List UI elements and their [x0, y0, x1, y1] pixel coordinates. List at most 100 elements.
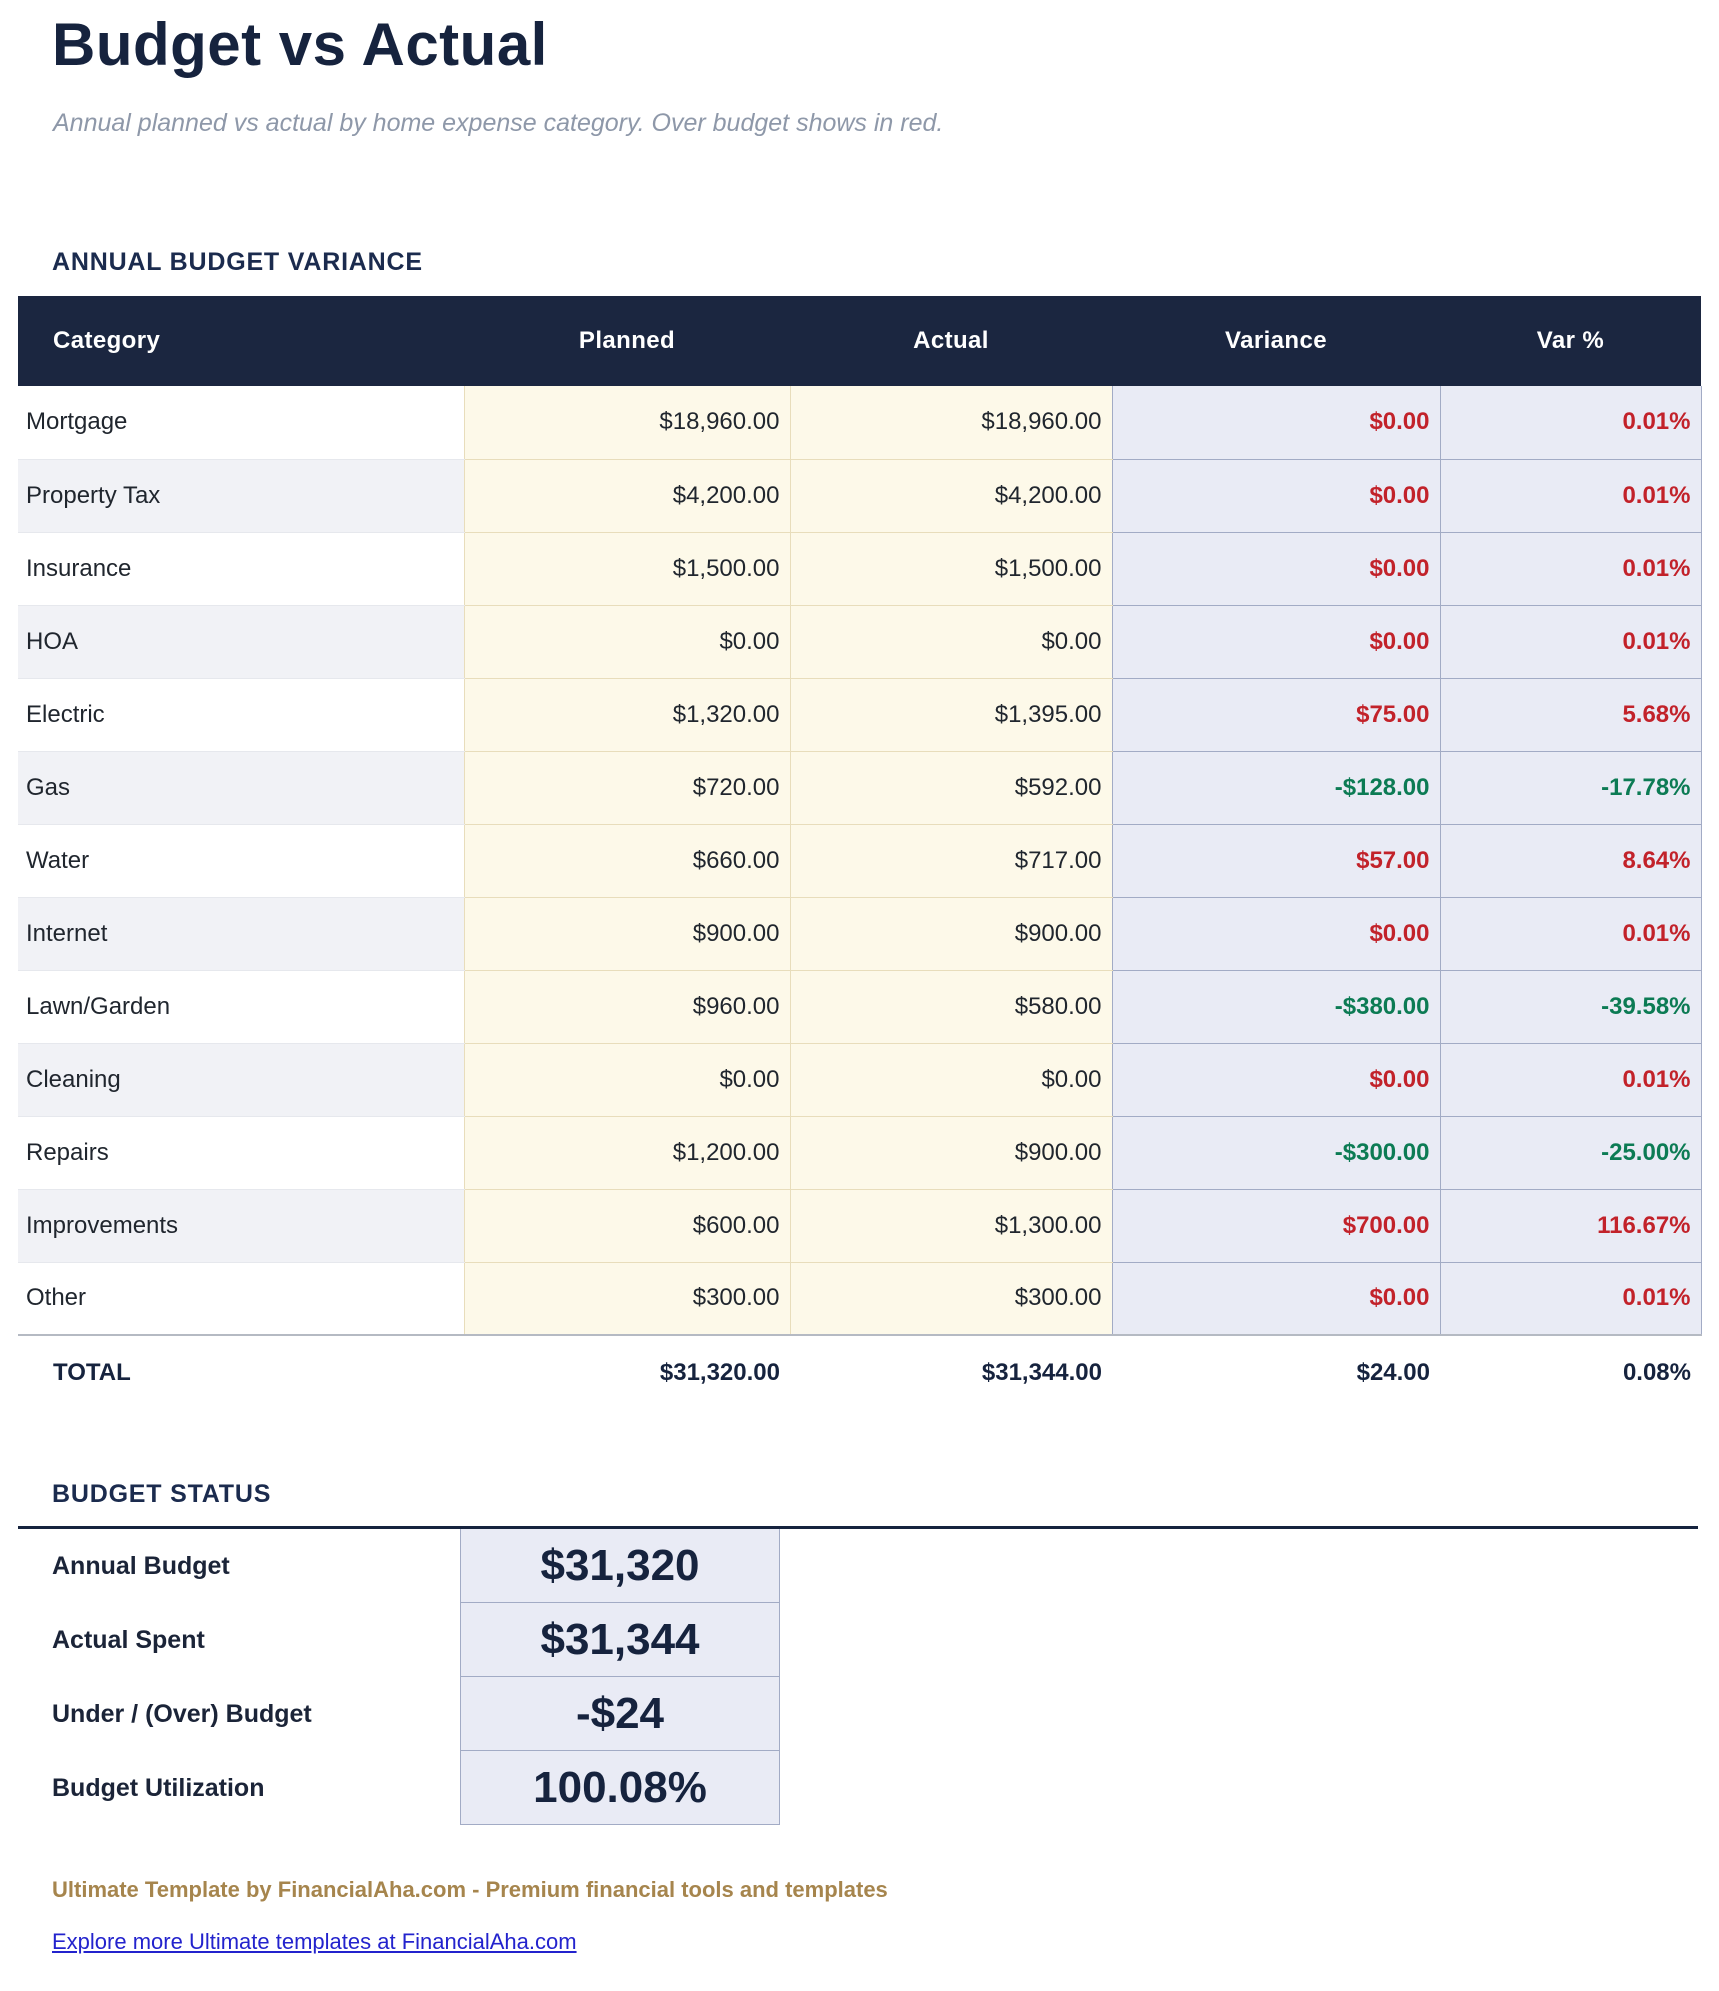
- status-row-budget-utilization: Budget Utilization 100.08%: [18, 1750, 1698, 1825]
- variance-cell: $0.00: [1111, 459, 1440, 533]
- status-row-actual-spent: Actual Spent $31,344: [18, 1602, 1698, 1677]
- status-row-spacer: [780, 1603, 1698, 1677]
- actual-cell: $4,200.00: [789, 459, 1112, 533]
- variance-cell: $0.00: [1111, 386, 1440, 460]
- planned-cell: $0.00: [463, 605, 790, 679]
- variance-table-body: Mortgage $18,960.00 $18,960.00 $0.00 0.0…: [18, 386, 1702, 1336]
- variance-cell: $0.00: [1111, 897, 1440, 971]
- variance-cell: -$128.00: [1111, 751, 1440, 825]
- planned-cell: $1,500.00: [463, 532, 790, 606]
- status-label: Actual Spent: [52, 1625, 205, 1654]
- column-header-variance: Variance: [1112, 296, 1440, 386]
- planned-cell: $300.00: [463, 1262, 790, 1336]
- actual-cell: $1,500.00: [789, 532, 1112, 606]
- category-cell: Insurance: [18, 532, 464, 606]
- table-row: Other $300.00 $300.00 $0.00 0.01%: [18, 1262, 1702, 1336]
- actual-cell: $717.00: [789, 824, 1112, 898]
- column-header-var-pct: Var %: [1440, 296, 1701, 386]
- actual-cell: $0.00: [789, 1043, 1112, 1117]
- actual-cell: $0.00: [789, 605, 1112, 679]
- planned-cell: $720.00: [463, 751, 790, 825]
- var-pct-cell: 0.01%: [1439, 1262, 1702, 1336]
- status-label: Annual Budget: [52, 1551, 230, 1580]
- var-pct-cell: 8.64%: [1439, 824, 1702, 898]
- category-cell: Mortgage: [18, 386, 464, 460]
- planned-cell: $660.00: [463, 824, 790, 898]
- column-header-category: Category: [18, 296, 464, 386]
- variance-cell: $57.00: [1111, 824, 1440, 898]
- var-pct-cell: -39.58%: [1439, 970, 1702, 1044]
- category-cell: HOA: [18, 605, 464, 679]
- status-value: $31,320: [460, 1529, 780, 1603]
- category-cell: Lawn/Garden: [18, 970, 464, 1044]
- category-cell: Other: [18, 1262, 464, 1336]
- table-row: Insurance $1,500.00 $1,500.00 $0.00 0.01…: [18, 532, 1702, 606]
- table-row: Gas $720.00 $592.00 -$128.00 -17.78%: [18, 751, 1702, 825]
- table-row: Cleaning $0.00 $0.00 $0.00 0.01%: [18, 1043, 1702, 1117]
- variance-cell: $0.00: [1111, 605, 1440, 679]
- status-label: Budget Utilization: [52, 1773, 265, 1802]
- variance-header-row: Category Planned Actual Variance Var %: [18, 296, 1701, 386]
- category-cell: Gas: [18, 751, 464, 825]
- footer-tagline: Ultimate Template by FinancialAha.com - …: [52, 1877, 888, 1902]
- variance-table: Category Planned Actual Variance Var % M…: [18, 296, 1702, 1410]
- page-subtitle: Annual planned vs actual by home expense…: [53, 109, 944, 137]
- planned-cell: $1,320.00: [463, 678, 790, 752]
- category-cell: Repairs: [18, 1116, 464, 1190]
- actual-cell: $1,300.00: [789, 1189, 1112, 1263]
- variance-cell: $0.00: [1111, 1262, 1440, 1336]
- status-section-heading: BUDGET STATUS: [52, 1480, 272, 1508]
- var-pct-cell: 0.01%: [1439, 386, 1702, 460]
- planned-cell: $1,200.00: [463, 1116, 790, 1190]
- category-cell: Internet: [18, 897, 464, 971]
- actual-cell: $900.00: [789, 1116, 1112, 1190]
- planned-cell: $18,960.00: [463, 386, 790, 460]
- var-pct-cell: 116.67%: [1439, 1189, 1702, 1263]
- category-cell: Property Tax: [18, 459, 464, 533]
- status-row-spacer: [780, 1677, 1698, 1751]
- var-pct-cell: -25.00%: [1439, 1116, 1702, 1190]
- var-pct-cell: 0.01%: [1439, 459, 1702, 533]
- table-row: Internet $900.00 $900.00 $0.00 0.01%: [18, 897, 1702, 971]
- variance-cell: -$380.00: [1111, 970, 1440, 1044]
- total-actual: $31,344.00: [790, 1334, 1112, 1410]
- column-header-planned: Planned: [464, 296, 790, 386]
- var-pct-cell: 0.01%: [1439, 1043, 1702, 1117]
- category-cell: Cleaning: [18, 1043, 464, 1117]
- status-value: 100.08%: [460, 1750, 780, 1825]
- planned-cell: $4,200.00: [463, 459, 790, 533]
- actual-cell: $900.00: [789, 897, 1112, 971]
- page: Budget vs Actual Annual planned vs actua…: [0, 12, 1719, 1955]
- variance-section-heading: ANNUAL BUDGET VARIANCE: [52, 248, 423, 276]
- column-header-actual: Actual: [790, 296, 1112, 386]
- planned-cell: $900.00: [463, 897, 790, 971]
- table-row: Electric $1,320.00 $1,395.00 $75.00 5.68…: [18, 678, 1702, 752]
- total-planned: $31,320.00: [464, 1334, 790, 1410]
- total-variance: $24.00: [1112, 1334, 1440, 1410]
- actual-cell: $592.00: [789, 751, 1112, 825]
- variance-cell: $0.00: [1111, 532, 1440, 606]
- variance-cell: $0.00: [1111, 1043, 1440, 1117]
- table-row: Property Tax $4,200.00 $4,200.00 $0.00 0…: [18, 459, 1702, 533]
- planned-cell: $960.00: [463, 970, 790, 1044]
- table-row: HOA $0.00 $0.00 $0.00 0.01%: [18, 605, 1702, 679]
- table-row: Mortgage $18,960.00 $18,960.00 $0.00 0.0…: [18, 386, 1702, 460]
- variance-cell: -$300.00: [1111, 1116, 1440, 1190]
- planned-cell: $0.00: [463, 1043, 790, 1117]
- actual-cell: $18,960.00: [789, 386, 1112, 460]
- table-row: Water $660.00 $717.00 $57.00 8.64%: [18, 824, 1702, 898]
- category-cell: Improvements: [18, 1189, 464, 1263]
- status-label: Under / (Over) Budget: [52, 1699, 312, 1728]
- footer-link[interactable]: Explore more Ultimate templates at Finan…: [52, 1929, 577, 1954]
- table-row: Repairs $1,200.00 $900.00 -$300.00 -25.0…: [18, 1116, 1702, 1190]
- category-cell: Electric: [18, 678, 464, 752]
- status-row-spacer: [780, 1751, 1698, 1825]
- status-row-annual-budget: Annual Budget $31,320: [18, 1529, 1698, 1603]
- var-pct-cell: 0.01%: [1439, 532, 1702, 606]
- status-table: Annual Budget $31,320 Actual Spent $31,3…: [18, 1526, 1698, 1825]
- variance-cell: $75.00: [1111, 678, 1440, 752]
- planned-cell: $600.00: [463, 1189, 790, 1263]
- status-value: -$24: [460, 1676, 780, 1751]
- actual-cell: $1,395.00: [789, 678, 1112, 752]
- total-var-pct: 0.08%: [1440, 1334, 1701, 1410]
